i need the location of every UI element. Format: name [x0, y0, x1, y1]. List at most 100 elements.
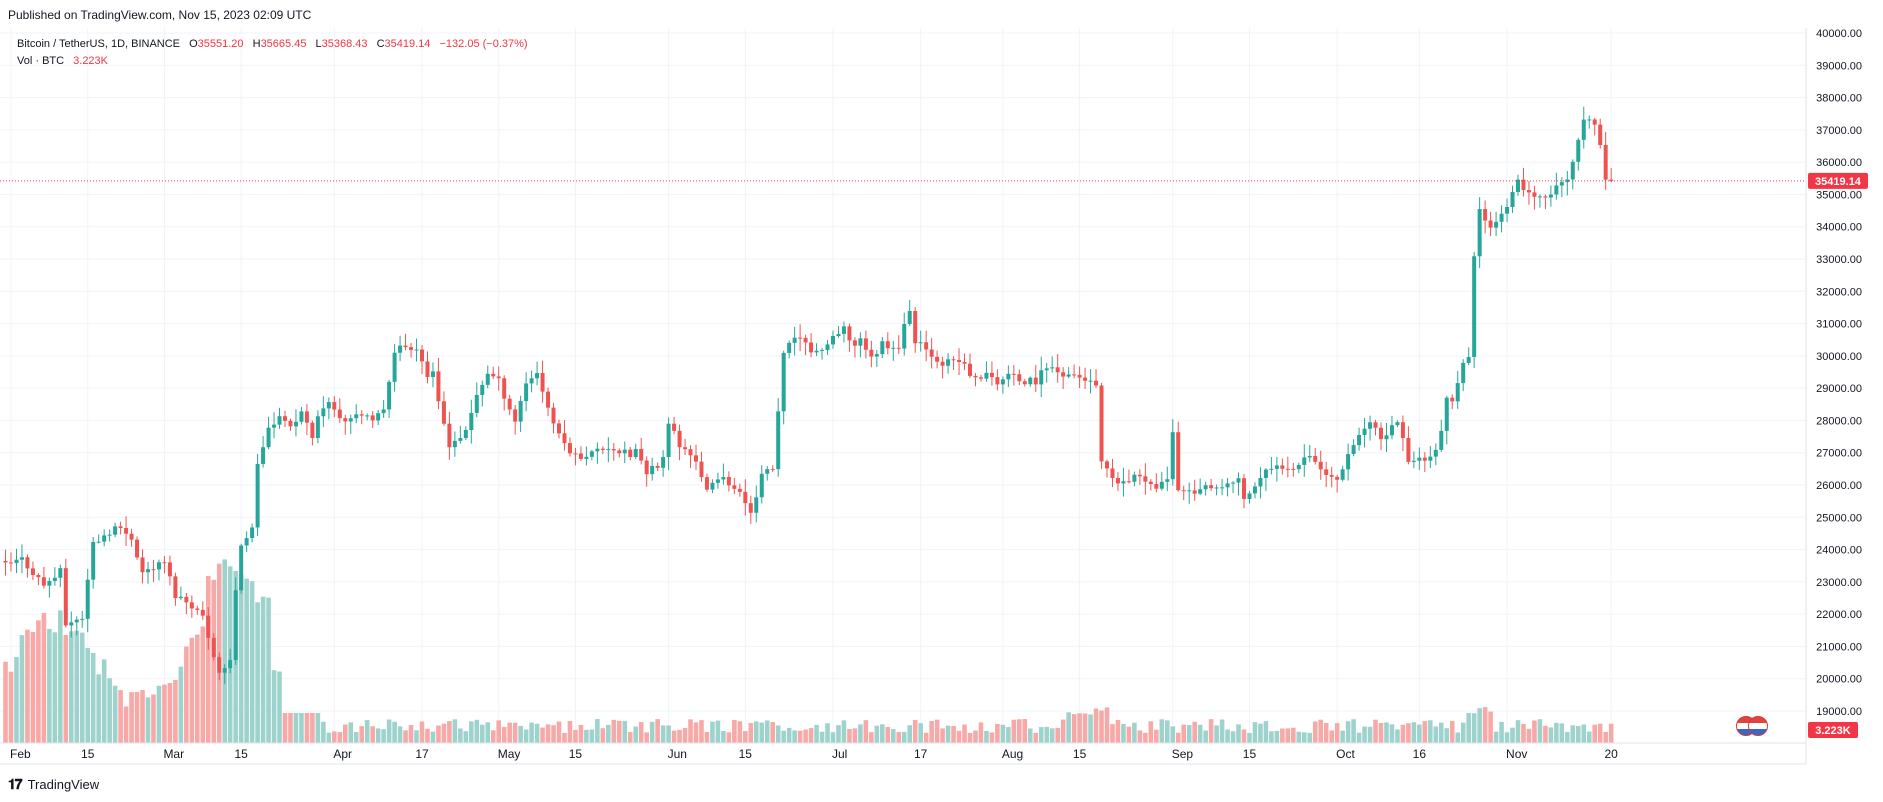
volume-bar	[1411, 722, 1417, 743]
volume-bar	[364, 720, 370, 743]
volume-bar	[1559, 723, 1565, 743]
volume-bar	[1077, 713, 1082, 743]
volume-bar	[1006, 727, 1011, 743]
candle-body	[1258, 477, 1263, 487]
candle-body	[1132, 474, 1137, 482]
price-axis: 19000.00 20000.00 21000.00 22000.00 23000.00…	[1816, 28, 1862, 718]
candle-body	[1548, 194, 1553, 198]
candle-body	[206, 615, 211, 638]
candle-body	[617, 450, 622, 454]
candle-body	[1006, 373, 1011, 380]
candle-body	[184, 596, 189, 603]
low-value: 35368.43	[321, 38, 368, 50]
volume-bar	[858, 724, 863, 743]
candle-body	[1488, 220, 1493, 228]
volume-bar	[293, 713, 299, 743]
candle-body	[102, 535, 107, 542]
volume-bar	[737, 721, 743, 743]
candle-body	[1592, 119, 1597, 125]
candle-body	[458, 438, 463, 441]
candle-body	[995, 377, 1000, 385]
volume-bar	[934, 719, 940, 743]
volume-bar	[863, 720, 869, 743]
volume-bar	[353, 732, 359, 743]
volume-bar	[463, 731, 469, 743]
volume-bar	[255, 602, 260, 743]
volume-label[interactable]: Vol · BTC	[17, 55, 65, 67]
time-axis: Feb 15 Mar 15 Apr 17 May 15 Jun 15 Jul 17 Aug 15 Sep 15…	[10, 747, 1618, 761]
volume-bar	[441, 723, 447, 743]
volume-bar	[1181, 724, 1187, 743]
volume-bar	[36, 620, 41, 743]
volume-bar	[885, 727, 891, 743]
candle-body	[732, 485, 737, 489]
grid-lines	[0, 28, 1806, 743]
candle-body	[146, 569, 150, 573]
volume-bar	[1378, 723, 1384, 743]
volume-bar	[869, 732, 874, 743]
volume-bar	[490, 730, 496, 743]
volume-bar	[918, 723, 923, 743]
time-tick-label: 15	[234, 747, 248, 761]
footer-brand[interactable]: 𝟏𝟕 TradingView	[8, 776, 99, 793]
candle-body	[913, 311, 918, 344]
candle-body	[715, 479, 720, 483]
volume-bar	[129, 692, 134, 743]
volume-bar	[1175, 732, 1181, 743]
volume-bar	[606, 724, 611, 743]
candle-body	[803, 337, 808, 343]
price-tick-label: 20000.00	[1816, 674, 1862, 686]
candle-body	[820, 350, 825, 352]
volume-bar	[184, 646, 189, 743]
last-price-marker: 35419.14 3.223K	[0, 172, 1868, 738]
volume-bar	[704, 731, 710, 743]
candle-body	[96, 541, 101, 543]
volume-value: 3.223K	[73, 55, 109, 67]
volume-bar	[479, 724, 485, 743]
price-tick-label: 38000.00	[1816, 93, 1862, 105]
candle-body	[951, 359, 956, 361]
candle-body	[124, 528, 129, 534]
volume-bar	[715, 720, 721, 743]
volume-bar	[1373, 719, 1378, 743]
candle-body	[567, 443, 572, 454]
volume-bar	[447, 721, 452, 743]
flag-icon-secondary[interactable]	[1748, 716, 1768, 736]
volume-bar	[408, 725, 414, 743]
candle-body	[1247, 493, 1252, 499]
price-tick-label: 39000.00	[1816, 60, 1862, 72]
volume-bar	[732, 720, 737, 743]
volume-bar	[1186, 725, 1192, 743]
candle-body	[1077, 374, 1082, 378]
volume-bar	[507, 722, 512, 743]
candle-body	[129, 533, 134, 540]
volume-bar	[79, 632, 85, 743]
volume-bar	[58, 610, 63, 743]
candle-body	[1439, 430, 1444, 450]
candle-body	[3, 560, 8, 563]
candle-body	[1368, 422, 1373, 429]
time-tick-label: Nov	[1506, 747, 1527, 761]
candle-body	[420, 349, 424, 362]
volume-bar	[688, 719, 693, 743]
candle-body	[929, 349, 934, 357]
volume-bar	[803, 729, 808, 743]
candle-body	[293, 421, 298, 427]
time-tick-label: 16	[1413, 747, 1427, 761]
volume-bar	[1521, 723, 1526, 743]
volume-bar	[375, 728, 381, 743]
volume-bar	[288, 713, 293, 743]
volume-bar	[1027, 728, 1033, 743]
volume-bar	[1082, 713, 1088, 743]
volume-bar	[414, 730, 419, 743]
candle-body	[447, 423, 452, 448]
candle-body	[1165, 479, 1170, 482]
candle-body	[1296, 464, 1301, 470]
candle-body	[1198, 489, 1203, 494]
symbol-title[interactable]: Bitcoin / TetherUS, 1D, BINANCE	[17, 38, 181, 50]
volume-bar	[1592, 724, 1598, 743]
candle-body	[283, 416, 287, 421]
volume-bar	[1570, 725, 1576, 743]
volume-bar	[1581, 724, 1587, 743]
